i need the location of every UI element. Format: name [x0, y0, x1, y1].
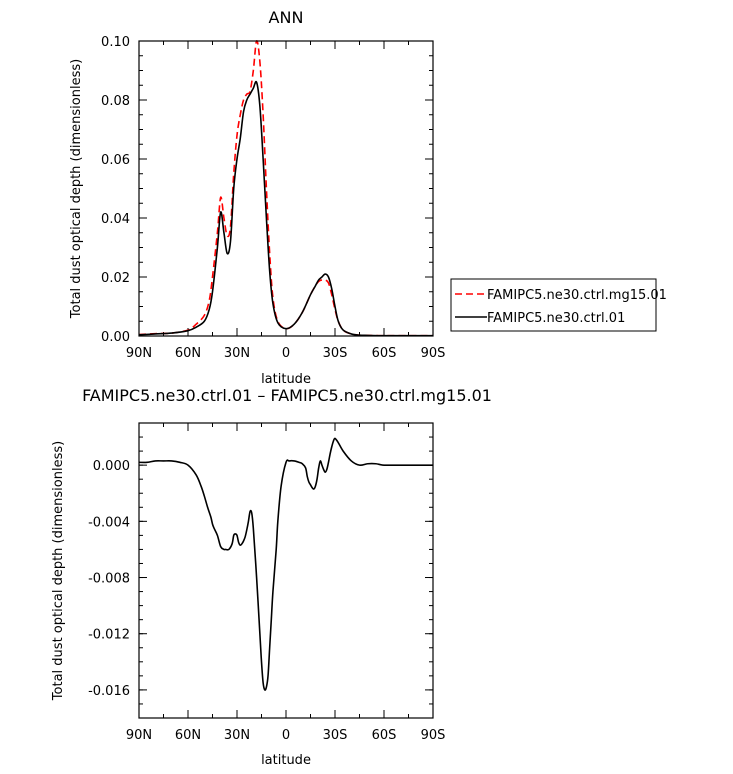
chart-title: ANN	[269, 8, 304, 27]
x-tick-label: 60S	[372, 346, 397, 361]
ann-chart: ANN Total dust optical depth (dimensionl…	[69, 8, 445, 387]
series-line-0	[138, 40, 433, 337]
legend-box	[450, 278, 657, 332]
plot-frame	[138, 40, 434, 337]
y-axis-label: Total dust optical depth (dimensionless)	[51, 441, 66, 701]
y-tick-label: 0.04	[101, 212, 130, 227]
y-tick-label: 0.000	[93, 459, 130, 474]
y-tick-label: -0.008	[88, 572, 130, 587]
plot-lines	[138, 40, 433, 337]
x-tick-label: 30N	[224, 728, 250, 743]
x-tick-label: 60S	[372, 728, 397, 743]
axis-ticks: 90N 60N 30N 0 30S 60S 90S 0.000 -0.004 -0.008 -0.0…	[88, 422, 446, 743]
x-tick-label: 0	[282, 728, 290, 743]
x-tick-label: 60N	[175, 728, 201, 743]
plot-frame	[138, 422, 434, 719]
x-axis-label: latitude	[261, 372, 311, 387]
y-tick-label: 0.06	[101, 153, 130, 168]
x-tick-label: 90S	[421, 346, 446, 361]
x-tick-label: 30N	[224, 346, 250, 361]
x-tick-label: 90S	[421, 728, 446, 743]
y-tick-label: 0.08	[101, 94, 130, 109]
legend-label-ctrl: FAMIPC5.ne30.ctrl.01	[487, 311, 625, 326]
x-tick-label: 60N	[175, 346, 201, 361]
legend-label-mg15: FAMIPC5.ne30.ctrl.mg15.01	[487, 288, 667, 303]
series-line-1	[138, 80, 433, 337]
y-tick-label: -0.004	[88, 515, 130, 530]
y-tick-label: -0.016	[88, 684, 130, 699]
x-tick-label: 90N	[126, 728, 152, 743]
x-tick-label: 0	[282, 346, 290, 361]
y-axis-label: Total dust optical depth (dimensionless)	[69, 59, 84, 319]
axis-ticks: 90N 60N 30N 0 30S 60S 90S 0.00 0.02 0.04 0.06 0.08 0…	[101, 35, 445, 361]
chart-title: FAMIPC5.ne30.ctrl.01 – FAMIPC5.ne30.ctrl…	[82, 386, 492, 405]
y-tick-label: -0.012	[88, 628, 130, 643]
x-tick-label: 30S	[323, 728, 348, 743]
y-tick-label: 0.00	[101, 330, 130, 345]
difference-chart: FAMIPC5.ne30.ctrl.01 – FAMIPC5.ne30.ctrl…	[51, 386, 492, 768]
x-axis-label: latitude	[261, 753, 311, 768]
legend: FAMIPC5.ne30.ctrl.mg15.01 FAMIPC5.ne30.c…	[450, 278, 667, 332]
y-tick-label: 0.02	[101, 271, 130, 286]
x-tick-label: 90N	[126, 346, 152, 361]
x-tick-label: 30S	[323, 346, 348, 361]
plot-lines	[138, 437, 433, 691]
y-tick-label: 0.10	[101, 35, 130, 50]
series-line-0	[138, 437, 433, 691]
